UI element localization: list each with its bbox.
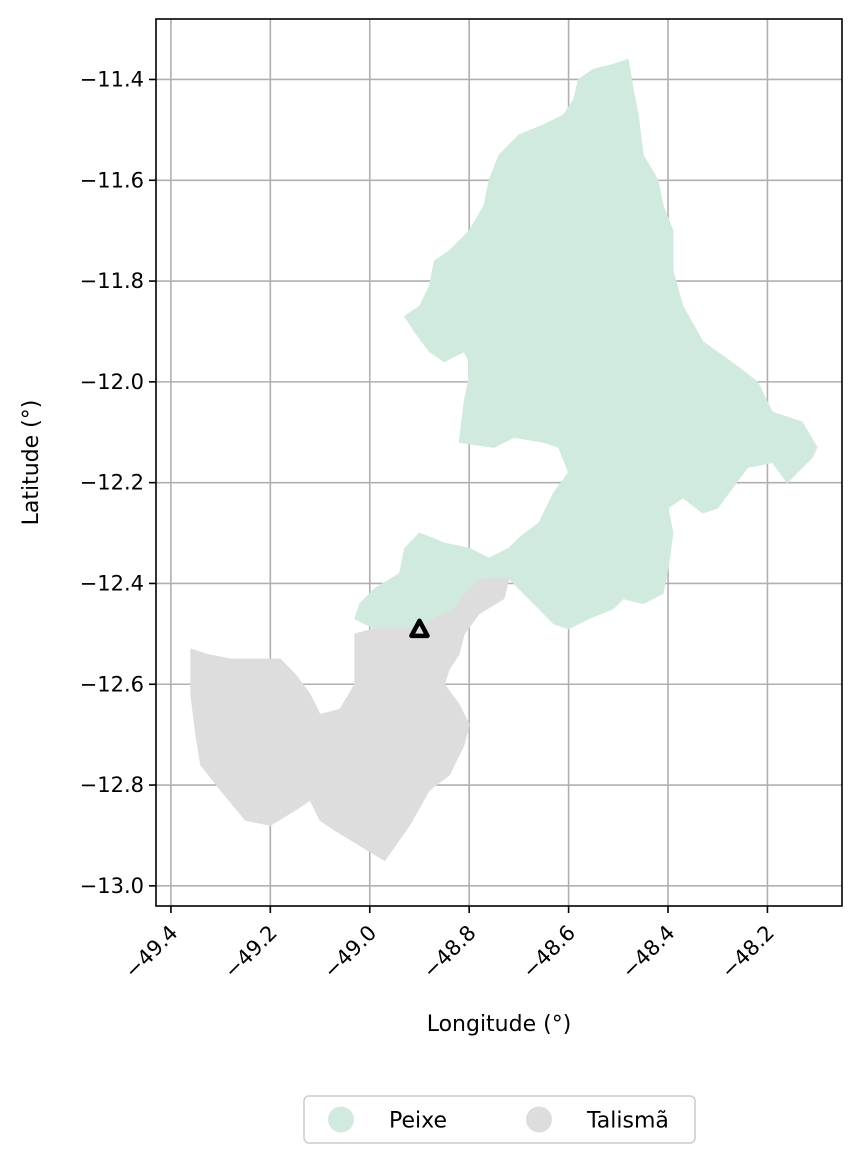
y-tick-label: −11.4 — [80, 67, 144, 91]
y-tick-label: −12.6 — [80, 672, 144, 696]
y-tick-label: −12.8 — [80, 773, 144, 797]
y-axis-label: Latitude (°) — [19, 400, 44, 526]
legend-swatch — [328, 1106, 354, 1133]
legend-label: Peixe — [389, 1109, 447, 1134]
legend-label: Talismã — [586, 1109, 669, 1134]
triangle-marker-icon — [409, 618, 430, 639]
y-tick-label: −12.4 — [80, 571, 144, 595]
marker-layer — [409, 618, 430, 639]
legend-box — [303, 1095, 696, 1144]
legend-items: Peixe Talismã — [328, 1106, 669, 1134]
x-tick-label: −48.8 — [418, 921, 480, 983]
x-tick-label: −48.6 — [518, 921, 580, 983]
x-tick-label: −48.4 — [617, 921, 679, 983]
x-axis-label: Longitude (°) — [427, 1012, 572, 1037]
y-tick-label: −12.0 — [80, 370, 144, 394]
legend-swatch — [526, 1106, 552, 1133]
y-tick-label: −13.0 — [80, 874, 144, 898]
plot-frame — [155, 18, 843, 907]
y-tick-label: −11.6 — [80, 168, 144, 192]
y-axis-ticks: −11.4 −11.6 −11.8 −12.0 −12.2 −12.4 −12.6 −12.8… — [80, 67, 156, 898]
x-tick-label: −49.0 — [319, 921, 381, 983]
region-peixe — [354, 58, 818, 630]
legend: Peixe Talismã — [303, 1095, 696, 1144]
y-tick-label: −12.2 — [80, 471, 144, 495]
x-tick-label: −49.4 — [120, 921, 182, 983]
x-tick-label: −49.2 — [219, 921, 281, 983]
y-tick-label: −11.8 — [80, 269, 144, 293]
region-talisma — [190, 577, 510, 862]
x-tick-label: −48.2 — [716, 921, 778, 983]
x-axis-ticks: −49.4 −49.2 −49.0 −48.8 −48.6 −48.4 −48.2 — [120, 906, 779, 983]
region-layer — [190, 58, 818, 862]
